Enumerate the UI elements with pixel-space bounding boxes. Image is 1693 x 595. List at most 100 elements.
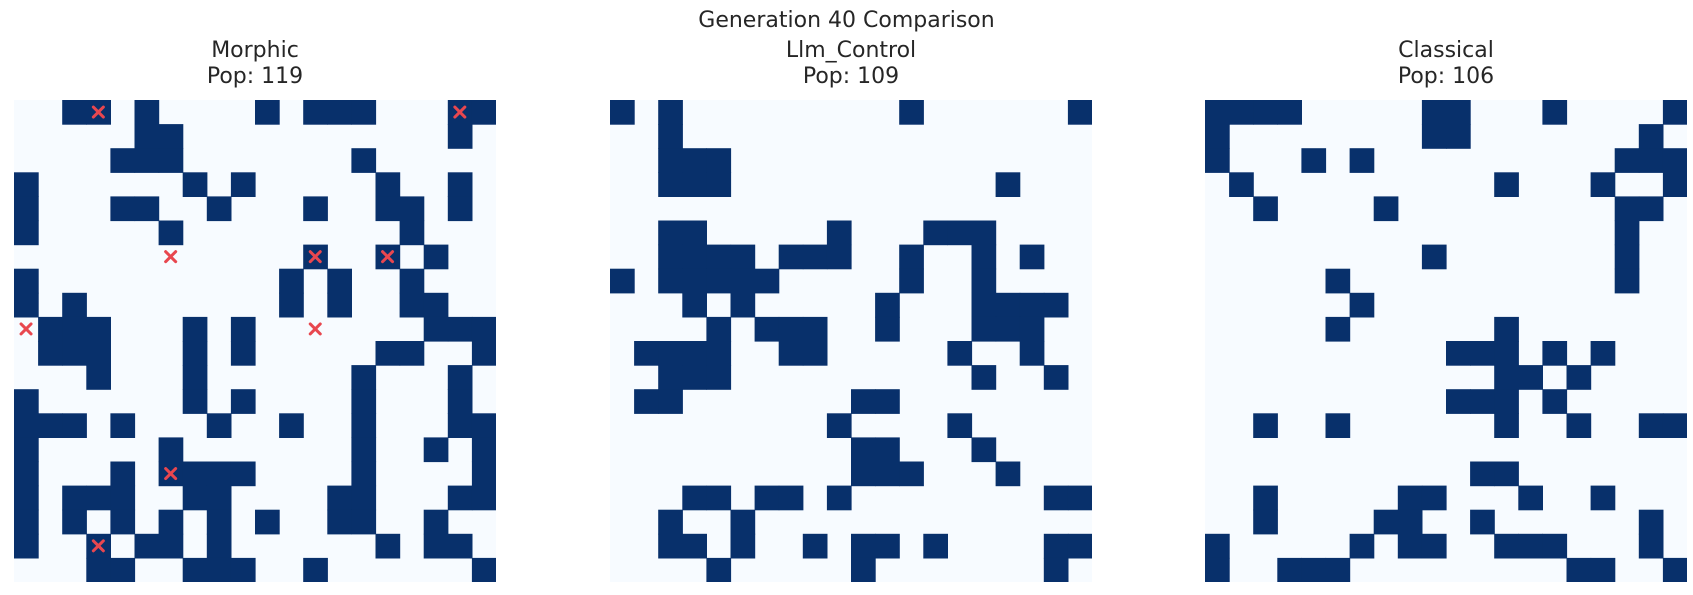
alive-cell xyxy=(778,485,804,511)
alive-cell xyxy=(62,292,87,318)
alive-cell xyxy=(471,557,496,582)
alive-cell xyxy=(399,196,425,222)
alive-cell xyxy=(1421,124,1447,149)
alive-cell xyxy=(875,461,900,487)
alive-cell xyxy=(1566,365,1592,390)
alive-cell xyxy=(158,509,184,535)
alive-cell xyxy=(182,172,208,197)
alive-cell xyxy=(327,268,352,294)
alive-cell xyxy=(447,533,473,559)
alive-cell xyxy=(158,124,184,149)
alive-cell xyxy=(1421,100,1447,125)
alive-cell xyxy=(1205,533,1230,559)
alive-cell xyxy=(1253,413,1278,438)
alive-cell xyxy=(1229,172,1254,197)
alive-cell xyxy=(947,413,973,438)
alive-cell xyxy=(471,413,496,438)
alive-cell xyxy=(1019,292,1045,318)
alive-cell xyxy=(255,100,280,125)
alive-cell xyxy=(134,148,160,173)
alive-cell xyxy=(375,196,401,222)
alive-cell xyxy=(802,244,828,270)
alive-cell xyxy=(423,292,449,318)
alive-cell xyxy=(706,485,732,511)
alive-cell xyxy=(971,268,997,294)
alive-cell xyxy=(38,341,63,366)
alive-cell xyxy=(1325,316,1351,342)
alive-cell xyxy=(86,341,111,366)
alive-cell xyxy=(826,220,852,246)
alive-cell xyxy=(471,437,496,463)
alive-cell xyxy=(1421,244,1447,270)
alive-cell xyxy=(447,124,473,149)
alive-cell xyxy=(399,220,425,246)
alive-cell xyxy=(875,292,900,318)
alive-cell xyxy=(754,485,780,511)
alive-cell xyxy=(1043,485,1069,511)
alive-cell xyxy=(1253,196,1278,222)
marker-x xyxy=(164,250,178,264)
alive-cell xyxy=(1614,244,1640,270)
alive-cell xyxy=(610,268,635,294)
alive-cell xyxy=(1494,413,1519,438)
alive-cell xyxy=(1590,485,1616,511)
alive-cell xyxy=(826,485,852,511)
alive-cell xyxy=(706,365,732,390)
alive-cell xyxy=(182,485,208,511)
alive-cell xyxy=(110,557,136,582)
alive-cell xyxy=(995,172,1021,197)
alive-cell xyxy=(778,341,804,366)
alive-cell xyxy=(351,100,377,125)
alive-cell xyxy=(182,389,208,414)
alive-cell xyxy=(1067,100,1092,125)
alive-cell xyxy=(471,100,496,125)
alive-cell xyxy=(1494,172,1519,197)
alive-cell xyxy=(1494,461,1519,487)
alive-cell xyxy=(706,148,732,173)
alive-cell xyxy=(423,316,449,342)
alive-cell xyxy=(471,341,496,366)
alive-cell xyxy=(279,292,304,318)
alive-cell xyxy=(1614,220,1640,246)
alive-cell xyxy=(206,485,232,511)
alive-cell xyxy=(1373,196,1399,222)
alive-cell xyxy=(682,172,707,197)
alive-cell xyxy=(62,100,87,125)
alive-cell xyxy=(682,292,707,318)
alive-cell xyxy=(1566,557,1592,582)
alive-cell xyxy=(658,389,683,414)
alive-cell xyxy=(1662,172,1687,197)
panel-population: Pop: 109 xyxy=(802,64,900,89)
alive-cell xyxy=(1590,557,1616,582)
alive-cell xyxy=(351,509,377,535)
alive-cell xyxy=(658,365,683,390)
heatmap-grid xyxy=(610,100,1092,582)
alive-cell xyxy=(1421,485,1447,511)
alive-cell xyxy=(86,316,111,342)
alive-cell xyxy=(110,413,136,438)
alive-cell xyxy=(754,268,780,294)
alive-cell xyxy=(1253,509,1278,535)
alive-cell xyxy=(182,461,208,487)
alive-cell xyxy=(1662,100,1687,125)
alive-cell xyxy=(206,461,232,487)
alive-cell xyxy=(899,244,924,270)
alive-cell xyxy=(206,509,232,535)
alive-cell xyxy=(134,100,160,125)
alive-cell xyxy=(730,268,756,294)
alive-cell xyxy=(658,100,683,125)
alive-cell xyxy=(875,533,900,559)
alive-cell xyxy=(423,437,449,463)
panel-title: Llm_Control xyxy=(785,38,917,63)
alive-cell xyxy=(303,196,328,222)
alive-cell xyxy=(230,341,256,366)
alive-cell xyxy=(1542,389,1568,414)
alive-cell xyxy=(658,172,683,197)
alive-cell xyxy=(923,220,948,246)
alive-cell xyxy=(682,485,707,511)
alive-cell xyxy=(1494,341,1519,366)
alive-cell xyxy=(851,557,876,582)
alive-cell xyxy=(682,220,707,246)
alive-cell xyxy=(658,268,683,294)
alive-cell xyxy=(38,413,63,438)
